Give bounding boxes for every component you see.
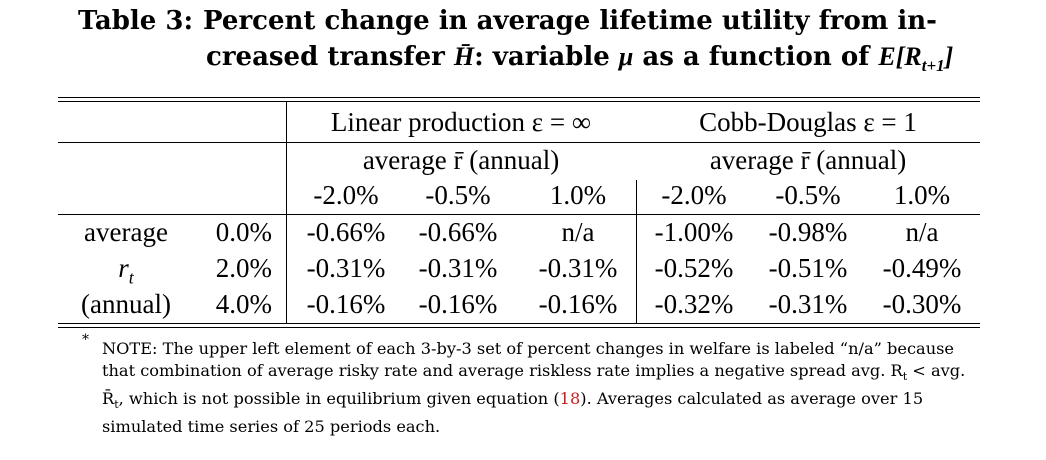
row-level: 4.0% [215, 289, 272, 319]
table-cell: -0.16% [306, 289, 386, 319]
table-cell: n/a [905, 217, 939, 247]
sub-header-linear: average r̄ (annual) [362, 145, 560, 175]
symbol-h-bar: H̄ [453, 42, 475, 71]
row-level: 2.0% [215, 253, 272, 283]
vline-left [286, 102, 287, 323]
mid-rule-1 [58, 142, 980, 143]
row-level: 0.0% [215, 217, 272, 247]
group-header-linear: Linear production ε = ∞ [330, 107, 592, 137]
table-cell: -1.00% [654, 217, 734, 247]
bottom-rule-2 [58, 327, 980, 328]
table-cell: -0.51% [768, 253, 848, 283]
table-cell: -0.31% [538, 253, 618, 283]
col-header: -0.5% [775, 180, 841, 210]
table-caption: Table 3: Percent change in average lifeti… [78, 4, 978, 83]
table-cell: n/a [561, 217, 595, 247]
equation-reference-link[interactable]: 18 [559, 389, 581, 409]
row-label-average: average [84, 217, 168, 247]
top-rule-1 [58, 97, 980, 98]
group-header-cobb-douglas: Cobb-Douglas ε = 1 [699, 107, 917, 137]
table-cell: -0.16% [418, 289, 498, 319]
footnote-marker: * [82, 332, 89, 348]
table-cell: -0.66% [306, 217, 386, 247]
col-header: -2.0% [661, 180, 727, 210]
table-cell: -0.66% [418, 217, 498, 247]
col-header: 1.0% [549, 180, 607, 210]
table-cell: -0.32% [654, 289, 734, 319]
caption-label: Table 3: [78, 6, 194, 36]
header-rule [58, 214, 980, 215]
symbol-mu: μ [618, 42, 634, 71]
caption-line2-b: : variable [474, 42, 610, 72]
bottom-rule-1 [58, 323, 980, 324]
caption-line2-a: creased transfer [206, 42, 445, 72]
sub-header-cobb-douglas: average r̄ (annual) [709, 145, 907, 175]
table-cell: -0.98% [768, 217, 848, 247]
col-header: 1.0% [893, 180, 951, 210]
symbol-expectation: E[Rt+1] [878, 42, 954, 76]
col-header: -0.5% [425, 180, 491, 210]
table-cell: -0.31% [418, 253, 498, 283]
caption-line2-c: as a function of [642, 42, 870, 72]
top-rule-2 [58, 101, 980, 102]
caption-line1: Percent change in average lifetime utili… [203, 6, 937, 36]
col-header: -2.0% [313, 180, 379, 210]
row-label-annual: (annual) [81, 289, 171, 319]
table-footnote: NOTE: The upper left element of each 3-b… [102, 339, 966, 437]
table-cell: -0.52% [654, 253, 734, 283]
row-label-rt: rt [118, 253, 134, 288]
vline-middle [636, 180, 637, 323]
table-cell: -0.30% [882, 289, 962, 319]
table-cell: -0.49% [882, 253, 962, 283]
table-cell: -0.31% [306, 253, 386, 283]
table-cell: -0.16% [538, 289, 618, 319]
table-cell: -0.31% [768, 289, 848, 319]
